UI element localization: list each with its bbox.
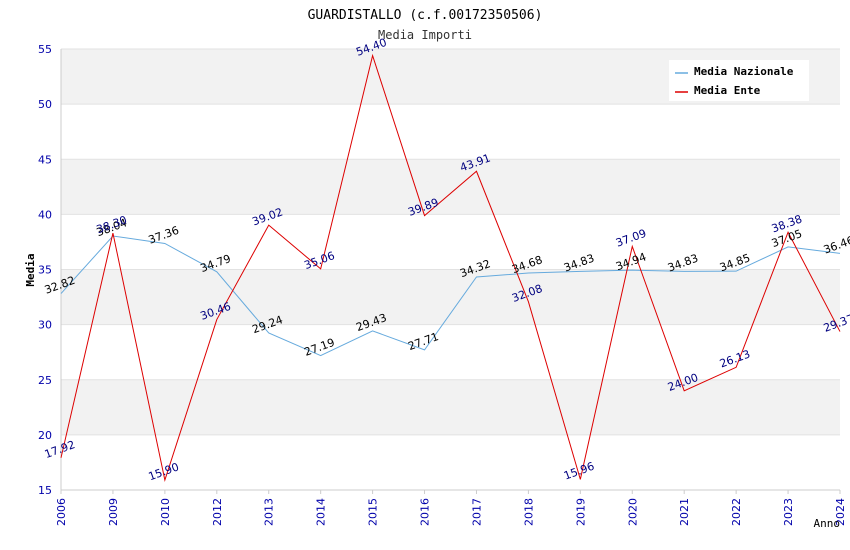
- x-tick-label: 2010: [159, 498, 172, 526]
- x-tick-label: 2009: [107, 498, 120, 526]
- background-band: [61, 214, 840, 270]
- y-tick-label: 55: [38, 43, 52, 56]
- x-tick-label: 2024: [834, 498, 847, 526]
- background-band: [61, 104, 840, 160]
- y-tick-labels: 15 20 25 30 35 40 45 50 55: [38, 43, 52, 497]
- legend-label-ente: Media Ente: [694, 84, 761, 97]
- x-tick-label: 2016: [419, 498, 432, 526]
- y-tick-label: 40: [38, 208, 52, 221]
- x-tick-label: 2015: [367, 498, 380, 526]
- x-tick-label: 2018: [522, 498, 535, 526]
- x-tick-label: 2012: [211, 498, 224, 526]
- chart-subtitle: Media Importi: [378, 28, 472, 42]
- chart-title: GUARDISTALLO (c.f.00172350506): [308, 8, 543, 23]
- series-lines: [60, 53, 841, 483]
- legend-label-nazionale: Media Nazionale: [694, 65, 794, 78]
- x-axis-label: Anno: [814, 517, 841, 530]
- y-tick-label: 50: [38, 98, 52, 111]
- legend-box: [669, 60, 809, 101]
- x-tick-labels: 2006 2009 2010 2012 2013 2014 2015 2016 2017 2018…: [55, 490, 847, 526]
- x-tick-label: 2022: [730, 498, 743, 526]
- y-tick-label: 25: [38, 374, 52, 387]
- x-tick-label: 2020: [626, 498, 639, 526]
- y-tick-label: 45: [38, 153, 52, 166]
- y-tick-label: 30: [38, 319, 52, 332]
- x-tick-label: 2014: [315, 498, 328, 526]
- x-tick-label: 2006: [55, 498, 68, 526]
- x-tick-label: 2017: [470, 498, 483, 526]
- x-tick-label: 2021: [678, 498, 691, 526]
- background-band: [61, 324, 840, 380]
- x-tick-label: 2023: [782, 498, 795, 526]
- y-axis-label: Media: [24, 253, 37, 286]
- x-tick-label: 2019: [574, 498, 587, 526]
- background-band: [61, 159, 840, 215]
- background-band: [61, 434, 840, 490]
- series-line-nazionale: [60, 235, 841, 357]
- background-band: [61, 269, 840, 325]
- y-tick-label: 20: [38, 429, 52, 442]
- background-bands: [61, 49, 840, 490]
- series-line-ente: [60, 53, 841, 483]
- x-tick-label: 2013: [263, 498, 276, 526]
- legend: Media Nazionale Media Ente: [669, 60, 809, 101]
- axes: [60, 49, 840, 491]
- background-band: [61, 379, 840, 435]
- y-tick-label: 35: [38, 264, 52, 277]
- y-tick-label: 15: [38, 484, 52, 497]
